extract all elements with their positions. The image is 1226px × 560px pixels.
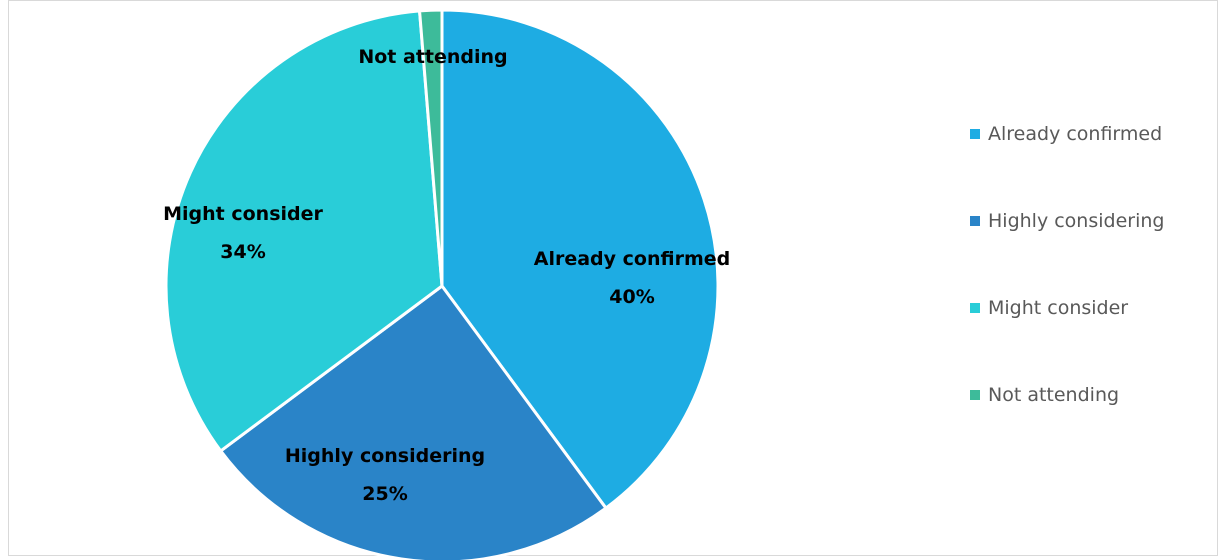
legend-swatch [970, 303, 980, 313]
legend-item-not-attending: Not attending [970, 379, 1220, 411]
pie-slice-might-consider [164, 9, 444, 453]
slice-category-label: Highly considering [285, 445, 485, 467]
pie-slices [164, 8, 720, 560]
legend-label: Might consider [988, 297, 1129, 319]
legend-label: Highly considering [988, 210, 1165, 232]
pie-slice-highly-considering [219, 284, 608, 560]
pie-slice-not-attending [418, 8, 444, 288]
legend-item-highly-considering: Highly considering [970, 205, 1220, 237]
legend-swatch [970, 129, 980, 139]
legend-label: Already confirmed [988, 123, 1163, 145]
legend-item-might-consider: Might consider [970, 292, 1220, 324]
pie-slice-already-confirmed [440, 8, 720, 510]
legend-item-already-confirmed: Already confirmed [970, 118, 1220, 150]
legend-label: Not attending [988, 384, 1120, 406]
slice-value-label: 40% [609, 286, 654, 308]
slice-value-label: 34% [220, 241, 265, 263]
pie-labels: Already confirmed 40% Highly considering 25… [163, 46, 730, 505]
slice-category-label: Might consider [163, 203, 323, 225]
slice-category-label: Already confirmed [534, 248, 730, 270]
slice-category-label: Not attending [358, 46, 507, 68]
legend-swatch [970, 390, 980, 400]
legend: Already confirmed Highly considering Mig… [970, 118, 1220, 466]
slice-value-label: 25% [362, 483, 407, 505]
legend-swatch [970, 216, 980, 226]
